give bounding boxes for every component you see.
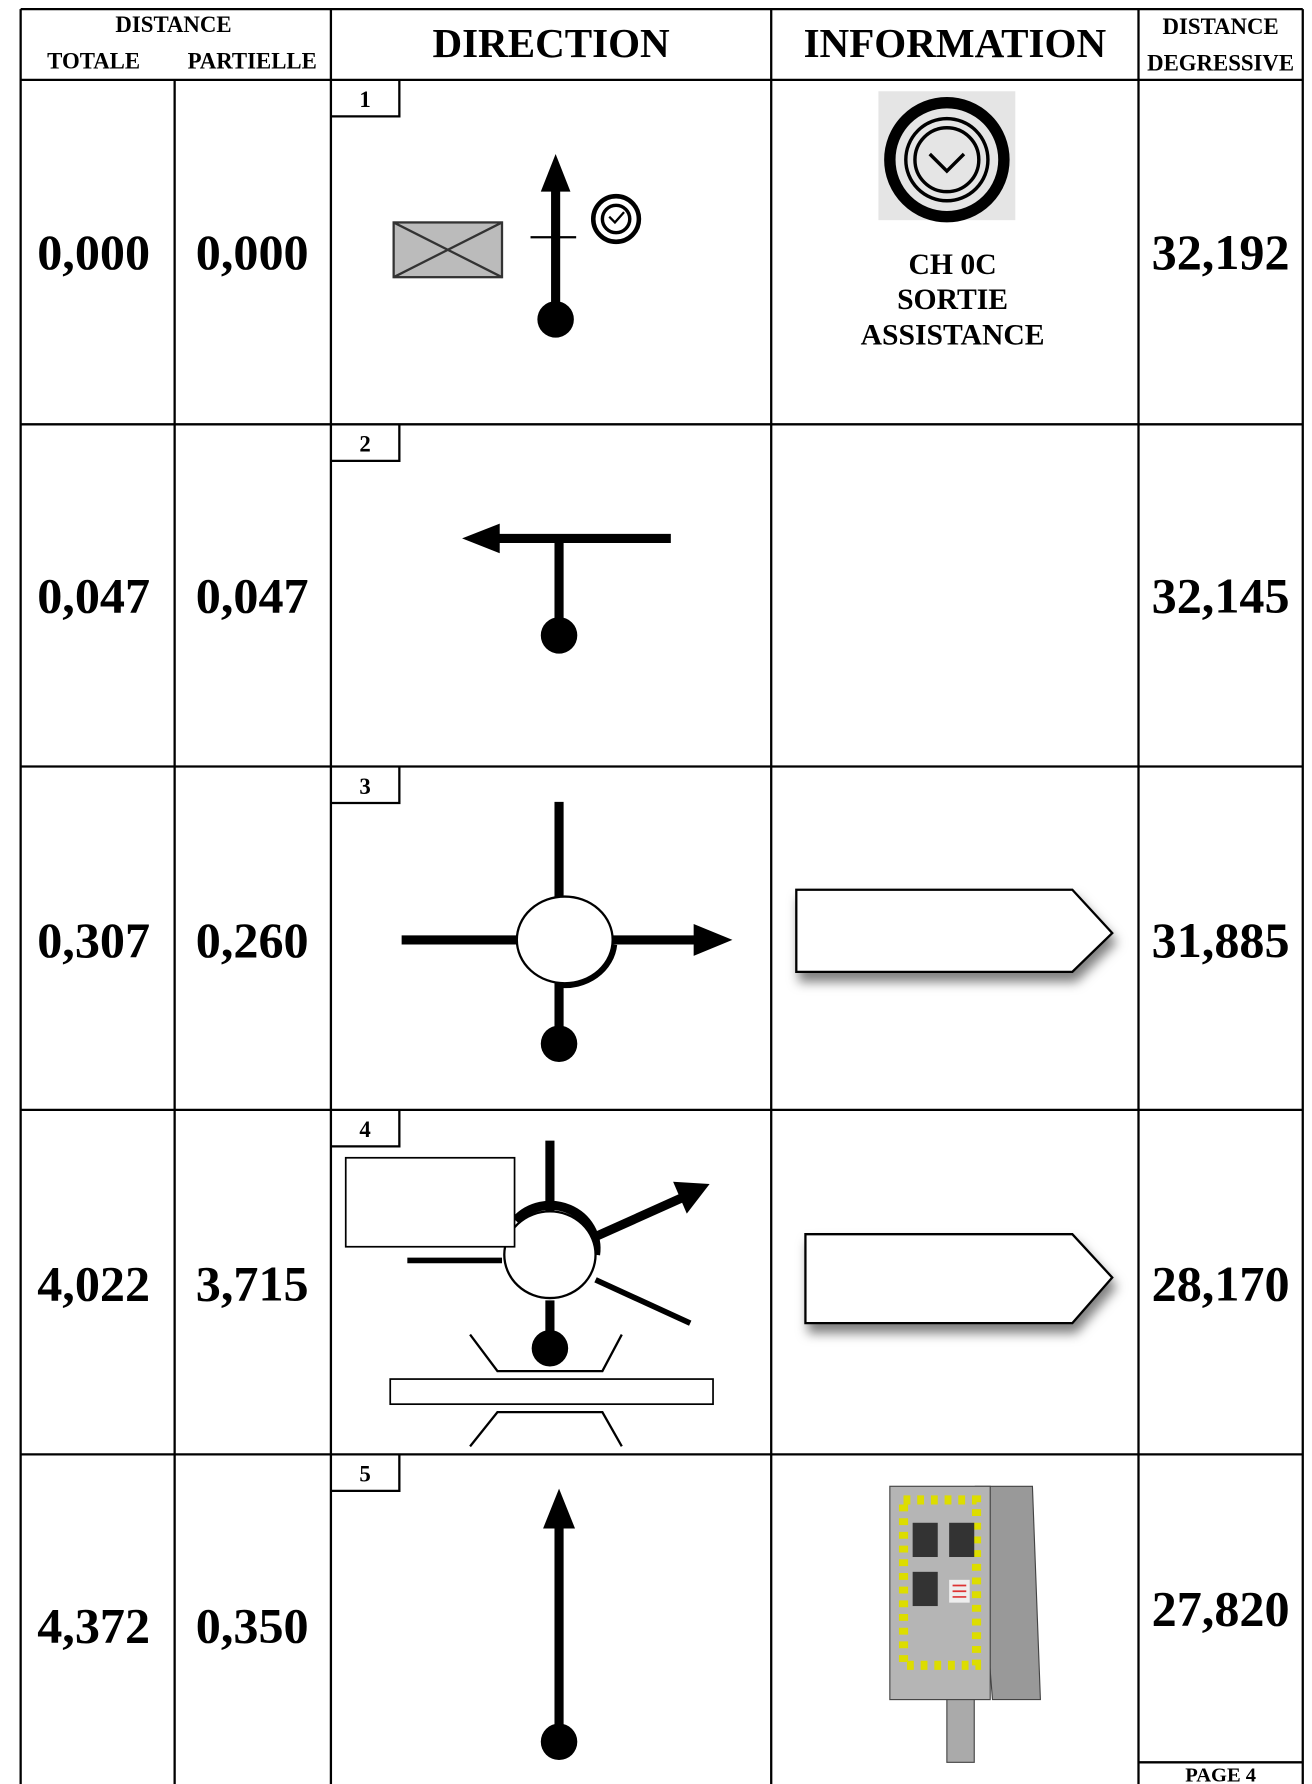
distance-totale: 0,047 <box>37 568 150 624</box>
header-direction: DIRECTION <box>432 20 670 66</box>
distance-degressive: 27,820 <box>1152 1580 1290 1636</box>
number-box <box>330 1454 401 1492</box>
step-number: 5 <box>359 1462 370 1487</box>
distance-degressive: 32,192 <box>1152 224 1290 280</box>
distance-partielle: 0,000 <box>196 224 309 280</box>
table-grid <box>19 7 1304 1784</box>
info-text: SORTIE <box>897 284 1008 316</box>
number-box <box>330 424 401 462</box>
diagram-4 <box>344 1140 1114 1448</box>
info-text: ASSISTANCE <box>861 319 1045 351</box>
header-partielle: PARTIELLE <box>188 48 317 73</box>
diagram-5 <box>540 1485 1041 1763</box>
distance-partielle: 3,715 <box>196 1255 309 1311</box>
distance-totale: 4,022 <box>37 1255 150 1311</box>
distance-partielle: 0,350 <box>196 1598 309 1654</box>
diagram-1 <box>392 91 1016 338</box>
header-information: INFORMATION <box>804 20 1107 66</box>
header-totale: TOTALE <box>47 48 140 73</box>
step-number: 2 <box>359 432 370 457</box>
distance-partielle: 0,047 <box>196 568 309 624</box>
distance-partielle: 0,260 <box>196 912 309 968</box>
header-distance: DISTANCE <box>115 12 231 37</box>
info-text: CH 0C <box>909 249 997 281</box>
distance-degressive: 32,145 <box>1152 568 1290 624</box>
page-number: PAGE 4 <box>1185 1765 1256 1784</box>
number-box <box>330 79 401 118</box>
diagram-2 <box>462 523 671 654</box>
distance-degressive: 31,885 <box>1152 912 1290 968</box>
step-number: 1 <box>359 87 370 112</box>
number-box <box>330 1109 401 1148</box>
step-number: 3 <box>359 774 370 799</box>
header-degressive: DEGRESSIVE <box>1147 51 1294 76</box>
distance-totale: 0,307 <box>37 912 150 968</box>
number-box <box>330 766 401 805</box>
diagram-3 <box>401 801 1114 1062</box>
header-degressive: DISTANCE <box>1163 14 1279 39</box>
distance-totale: 0,000 <box>37 224 150 280</box>
step-number: 4 <box>359 1117 370 1142</box>
distance-totale: 4,372 <box>37 1598 150 1654</box>
distance-degressive: 28,170 <box>1152 1255 1290 1311</box>
